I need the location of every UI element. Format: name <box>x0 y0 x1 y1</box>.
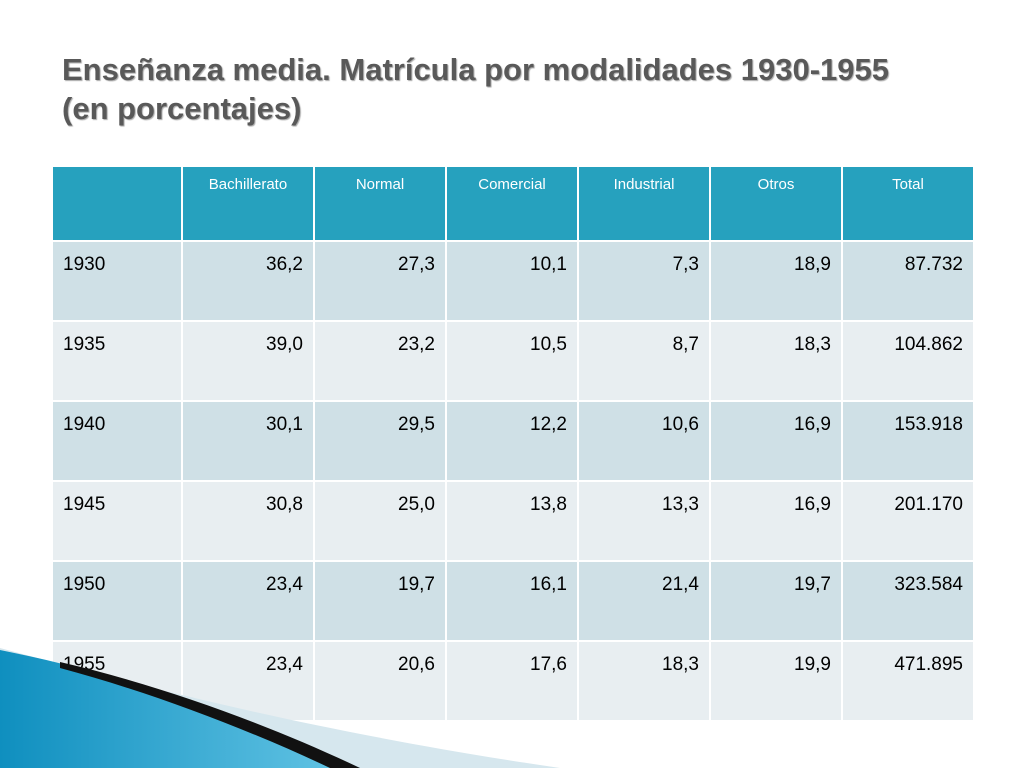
corner-swoosh-decoration <box>0 648 560 768</box>
table-row: 1930 36,2 27,3 10,1 7,3 18,9 87.732 <box>51 240 975 322</box>
otros-cell: 16,9 <box>709 480 843 562</box>
normal-cell: 23,2 <box>313 320 447 402</box>
table-row: 1935 39,0 23,2 10,5 8,7 18,3 104.862 <box>51 320 975 402</box>
total-cell: 153.918 <box>841 400 975 482</box>
header-corner-cell <box>51 165 183 242</box>
swoosh-dark-band <box>60 662 360 768</box>
year-cell: 1930 <box>51 240 183 322</box>
bachillerato-cell: 39,0 <box>181 320 315 402</box>
year-cell: 1945 <box>51 480 183 562</box>
otros-cell: 18,9 <box>709 240 843 322</box>
industrial-cell: 13,3 <box>577 480 711 562</box>
industrial-cell: 7,3 <box>577 240 711 322</box>
industrial-cell: 21,4 <box>577 560 711 642</box>
industrial-cell: 10,6 <box>577 400 711 482</box>
total-cell: 201.170 <box>841 480 975 562</box>
table-row: 1945 30,8 25,0 13,8 13,3 16,9 201.170 <box>51 480 975 562</box>
comercial-cell: 10,5 <box>445 320 579 402</box>
otros-cell: 16,9 <box>709 400 843 482</box>
industrial-cell: 18,3 <box>577 640 711 722</box>
header-industrial: Industrial <box>577 165 711 242</box>
year-cell: 1940 <box>51 400 183 482</box>
header-total: Total <box>841 165 975 242</box>
comercial-cell: 13,8 <box>445 480 579 562</box>
bachillerato-cell: 30,8 <box>181 480 315 562</box>
total-cell: 471.895 <box>841 640 975 722</box>
total-cell: 323.584 <box>841 560 975 642</box>
enrollment-table: Bachillerato Normal Comercial Industrial… <box>51 165 975 722</box>
table-row: 1940 30,1 29,5 12,2 10,6 16,9 153.918 <box>51 400 975 482</box>
otros-cell: 18,3 <box>709 320 843 402</box>
normal-cell: 29,5 <box>313 400 447 482</box>
bachillerato-cell: 36,2 <box>181 240 315 322</box>
total-cell: 87.732 <box>841 240 975 322</box>
table-header-row: Bachillerato Normal Comercial Industrial… <box>51 165 975 242</box>
bachillerato-cell: 30,1 <box>181 400 315 482</box>
header-otros: Otros <box>709 165 843 242</box>
comercial-cell: 16,1 <box>445 560 579 642</box>
comercial-cell: 17,6 <box>445 640 579 722</box>
table-row: 1950 23,4 19,7 16,1 21,4 19,7 323.584 <box>51 560 975 642</box>
otros-cell: 19,9 <box>709 640 843 722</box>
comercial-cell: 10,1 <box>445 240 579 322</box>
normal-cell: 27,3 <box>313 240 447 322</box>
bachillerato-cell: 23,4 <box>181 560 315 642</box>
header-bachillerato: Bachillerato <box>181 165 315 242</box>
otros-cell: 19,7 <box>709 560 843 642</box>
normal-cell: 25,0 <box>313 480 447 562</box>
header-comercial: Comercial <box>445 165 579 242</box>
header-normal: Normal <box>313 165 447 242</box>
year-cell: 1950 <box>51 560 183 642</box>
industrial-cell: 8,7 <box>577 320 711 402</box>
slide-title: Enseñanza media. Matrícula por modalidad… <box>62 52 889 126</box>
total-cell: 104.862 <box>841 320 975 402</box>
normal-cell: 20,6 <box>313 640 447 722</box>
normal-cell: 19,7 <box>313 560 447 642</box>
comercial-cell: 12,2 <box>445 400 579 482</box>
year-cell: 1935 <box>51 320 183 402</box>
